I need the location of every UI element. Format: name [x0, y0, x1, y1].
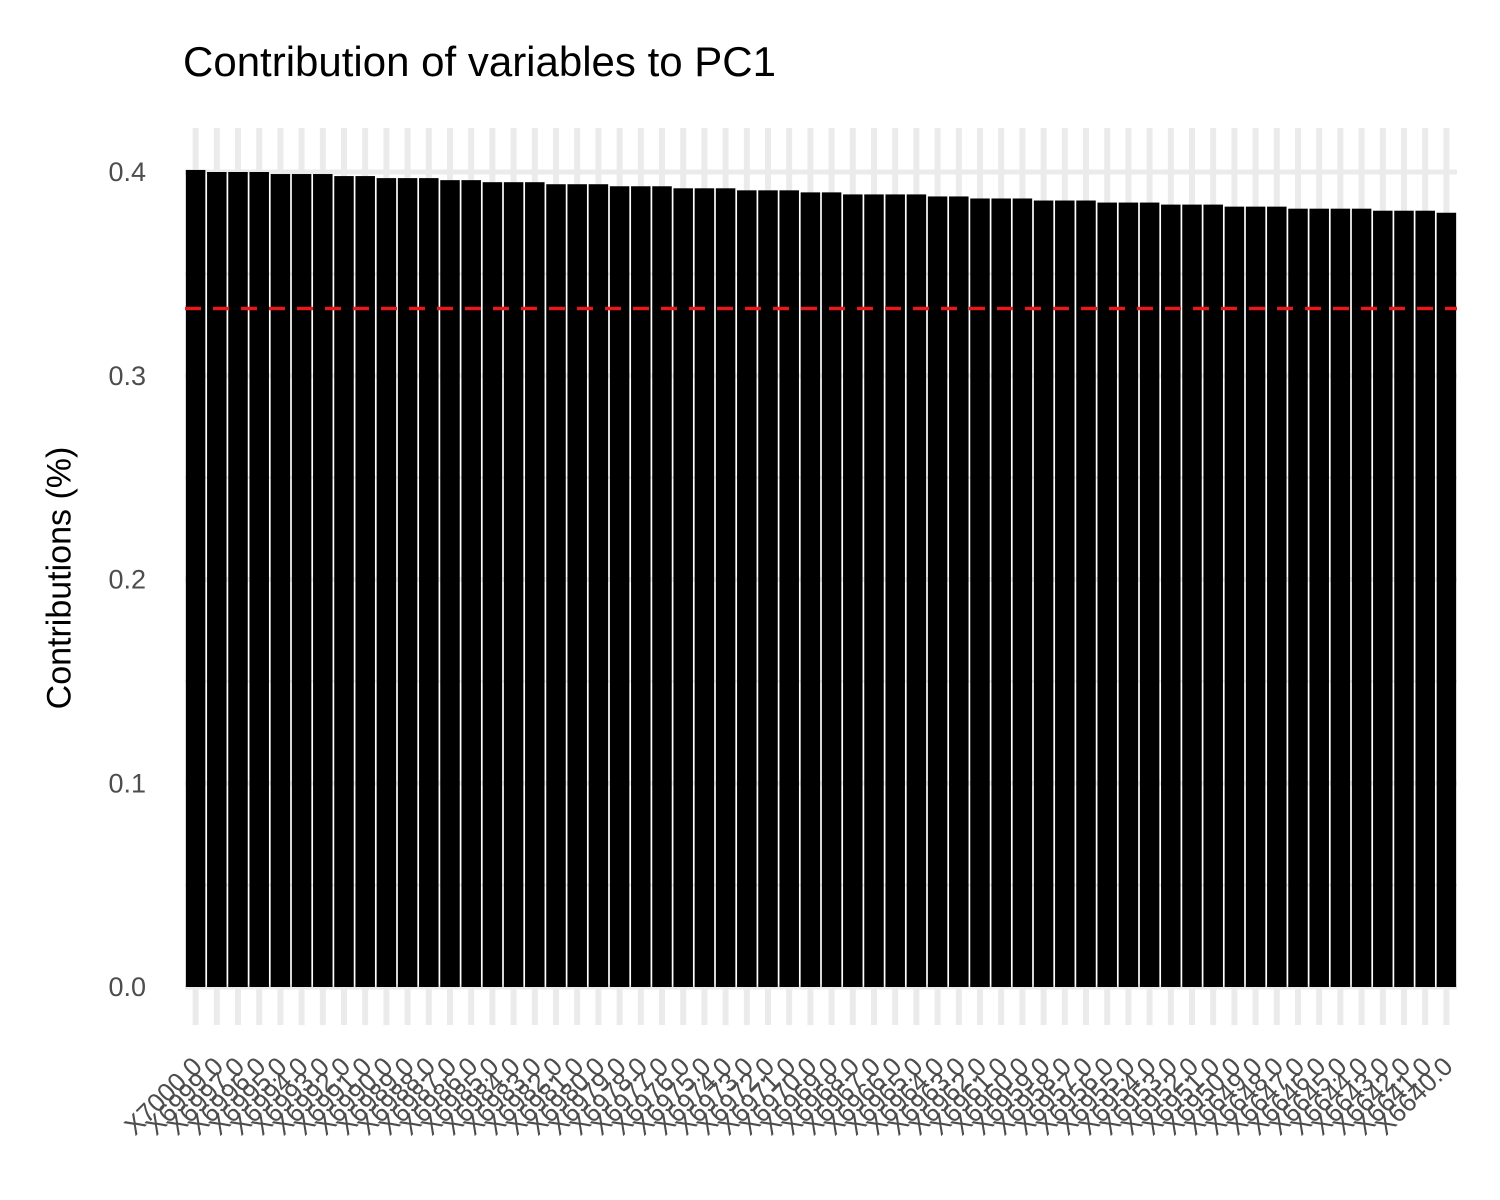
bar: [313, 174, 333, 988]
bar: [440, 180, 460, 987]
bar: [291, 174, 312, 988]
bar: [1161, 204, 1181, 988]
bar: [1224, 206, 1245, 987]
bar: [1351, 208, 1372, 988]
bar: [864, 194, 884, 988]
bar: [376, 178, 397, 988]
bar: [249, 172, 269, 987]
bar: [758, 190, 778, 987]
bar: [1436, 212, 1457, 987]
bar: [1139, 202, 1160, 987]
bar: [1182, 204, 1202, 988]
bar: [1267, 206, 1287, 987]
bar: [609, 186, 630, 987]
bar: [715, 188, 736, 988]
bar: [1118, 202, 1139, 987]
bar: [927, 196, 948, 987]
bar: [694, 188, 715, 988]
bar: [419, 178, 439, 988]
bar: [1076, 200, 1096, 987]
bar: [1055, 200, 1075, 987]
bar: [270, 174, 291, 988]
bar: [1203, 204, 1223, 988]
bar: [588, 184, 609, 988]
bar: [461, 180, 481, 987]
bar: [567, 184, 587, 988]
bar: [1330, 208, 1351, 988]
bar: [1033, 200, 1054, 987]
bar: [1373, 210, 1393, 987]
y-tick-label: 0.4: [108, 157, 146, 187]
bar: [228, 172, 248, 987]
bar: [737, 190, 757, 987]
bar: [397, 178, 418, 988]
bar: [207, 172, 227, 987]
bar: [1309, 208, 1329, 988]
y-tick-labels: 0.0 0.1 0.2 0.3 0.4: [108, 157, 146, 1002]
x-tick-labels: X7000.0X6999.0X6997.0X6996.0X6995.0X6994…: [118, 1051, 1459, 1141]
chart-title: Contribution of variables to PC1: [183, 38, 776, 85]
bar: [185, 169, 206, 987]
bar: [482, 182, 503, 987]
bar: [1097, 202, 1117, 987]
bar: [885, 194, 905, 988]
grid: [185, 128, 1457, 1025]
bar: [631, 186, 651, 987]
bar: [1415, 210, 1435, 987]
bar: [355, 176, 375, 987]
bar: [546, 184, 566, 988]
bars: [185, 169, 1457, 988]
bar: [1394, 210, 1414, 987]
bar: [779, 190, 799, 987]
bar: [991, 198, 1011, 988]
bar: [1012, 198, 1033, 988]
bar: [673, 188, 693, 988]
bar: [334, 176, 354, 987]
bar: [800, 192, 821, 987]
bar: [503, 182, 524, 987]
y-tick-label: 0.2: [108, 565, 146, 595]
bar: [821, 192, 842, 987]
bar: [906, 194, 927, 988]
bar: [843, 194, 863, 988]
y-tick-label: 0.0: [108, 972, 146, 1002]
y-tick-label: 0.3: [108, 361, 146, 391]
bar: [525, 182, 545, 987]
bar: [1288, 208, 1308, 988]
y-tick-label: 0.1: [108, 768, 146, 798]
bar: [1245, 206, 1266, 987]
bar: [949, 196, 969, 987]
bar: [970, 198, 990, 988]
bar: [652, 186, 672, 987]
